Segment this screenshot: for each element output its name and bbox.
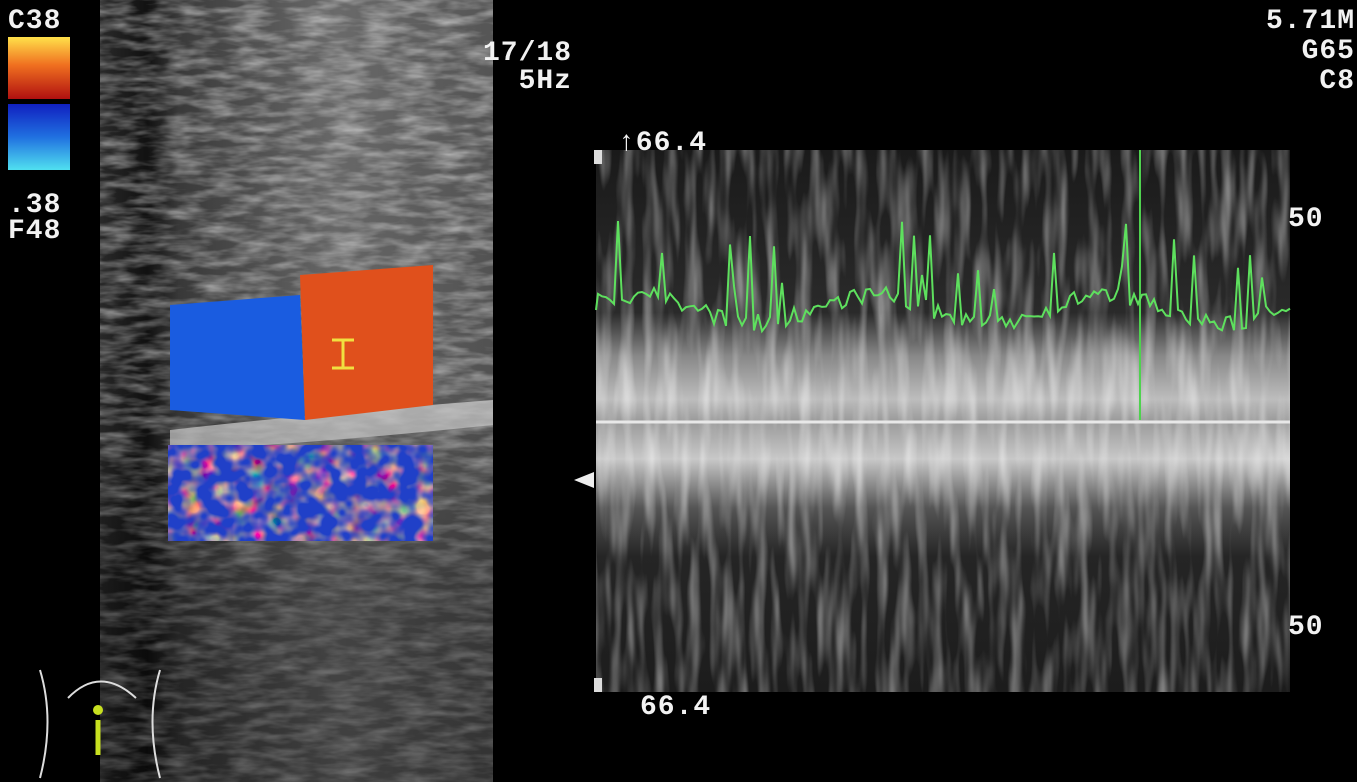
setting-label: G65 [1302,36,1355,67]
frame-count: 17/18 [483,38,572,69]
probe-outline-left [40,670,48,778]
spectral-bottom-scale: 66.4 [640,692,711,723]
body: {"color_scale": {"top_label": "C38", "bo… [0,0,1357,782]
spectral-axis-label: 50 [1288,204,1324,235]
spectral-axis-label: 50 [1288,612,1324,643]
frame-rate: 5Hz [519,66,572,97]
ultrasound-screen: C38 .38 F48 17/18 5Hz 5.71M G65 C8 ↑66.4… [0,0,1357,782]
color-scale-cool [8,104,70,170]
spectral-display [574,150,1290,692]
color-scale-warm [8,37,70,99]
page: Doppler ultrasound html, body { margin: … [0,0,1357,782]
scale-marker-top [594,150,602,164]
setting-label: 5.71M [1266,6,1355,37]
color-scale-label: F48 [8,216,61,247]
color-scale-bar [8,37,70,170]
baseline-pointer [574,472,594,488]
flow-mixed-noise [168,445,433,541]
flow-blue [170,295,305,420]
setting-label: C8 [1319,66,1355,97]
scale-marker-bottom [594,678,602,692]
spectral-top-scale: ↑66.4 [618,128,707,159]
color-scale-top-label: C38 [8,6,61,37]
flow-red [300,265,433,420]
probe-dot [93,705,103,715]
